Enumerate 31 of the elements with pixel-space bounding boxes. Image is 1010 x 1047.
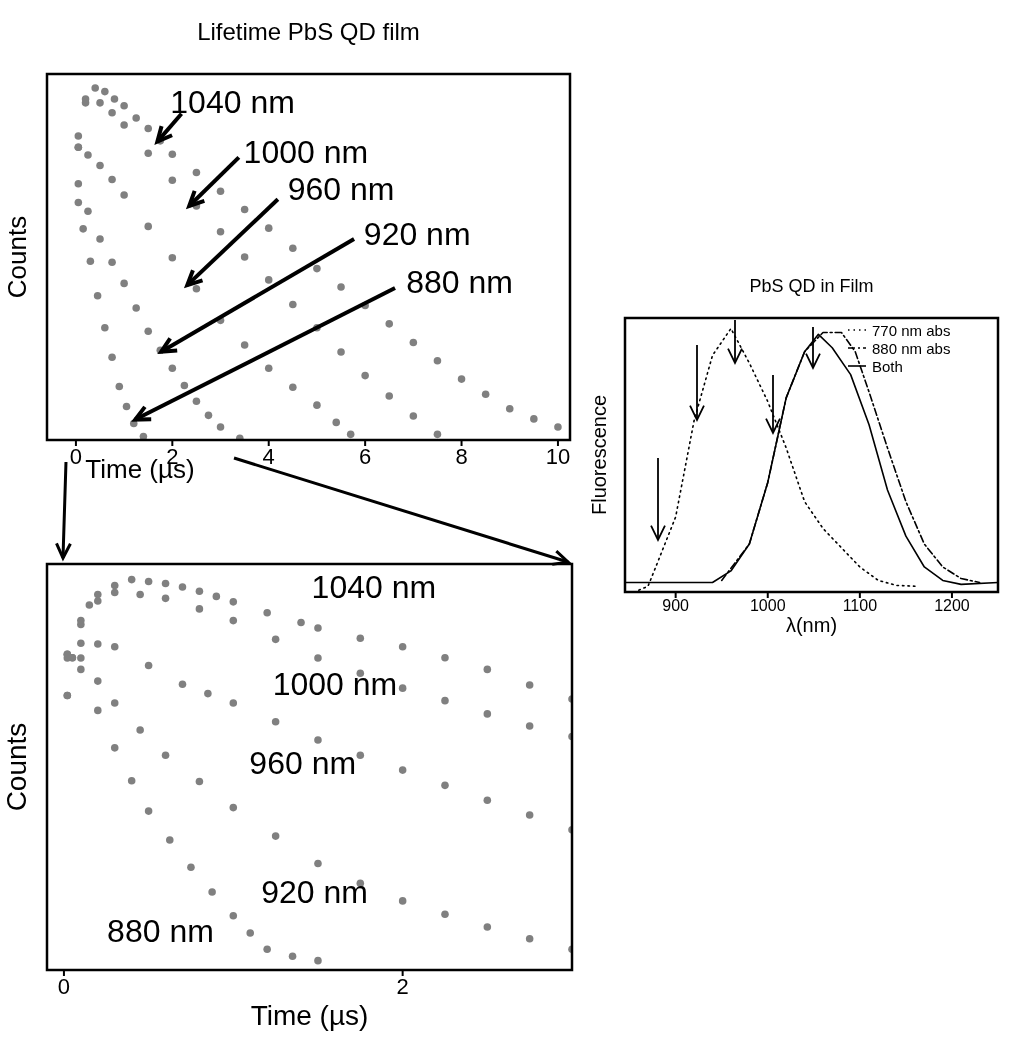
legend-label: 880 nm abs xyxy=(872,339,951,357)
text: 960 nm xyxy=(287,171,395,208)
x-tick-label: 1000 xyxy=(749,597,786,615)
y-axis-title: Counts xyxy=(1,722,32,812)
legend-label: Both xyxy=(872,357,903,375)
x-tick-label: 900 xyxy=(662,597,690,615)
x-axis-title: Time (µs) xyxy=(250,1000,369,1031)
x-tick-label: 1100 xyxy=(842,597,878,615)
series-label: 920 nm xyxy=(261,873,368,910)
x-tick-label: 10 xyxy=(545,443,571,469)
x-tick-label: 1200 xyxy=(934,597,970,615)
series-label: 1040 nm xyxy=(170,84,295,121)
x-tick-label: 8 xyxy=(455,443,468,469)
chart-title: Lifetime PbS QD film xyxy=(197,18,420,45)
text: 920 nm xyxy=(363,215,471,252)
legend-label: 770 nm abs xyxy=(872,321,951,339)
x-tick-label: 4 xyxy=(262,443,275,469)
chart-title: PbS QD in Film xyxy=(749,276,874,296)
series-label: 1000 nm xyxy=(272,666,398,703)
series-label: 960 nm xyxy=(249,745,357,782)
x-tick-label: 6 xyxy=(359,443,372,469)
x-tick-label: 2 xyxy=(396,973,409,999)
text: 880 nm xyxy=(406,263,513,300)
x-tick-label: 0 xyxy=(69,443,83,469)
series-label: 1000 nm xyxy=(243,134,369,171)
series-label: 1040 nm xyxy=(311,569,437,606)
x-tick-label: 0 xyxy=(57,973,71,999)
y-axis-title: Fluorescence xyxy=(588,394,610,516)
series-label: 880 nm xyxy=(107,912,214,949)
y-axis-title: Counts xyxy=(2,215,32,299)
x-axis-title: λ(nm) xyxy=(785,614,838,636)
